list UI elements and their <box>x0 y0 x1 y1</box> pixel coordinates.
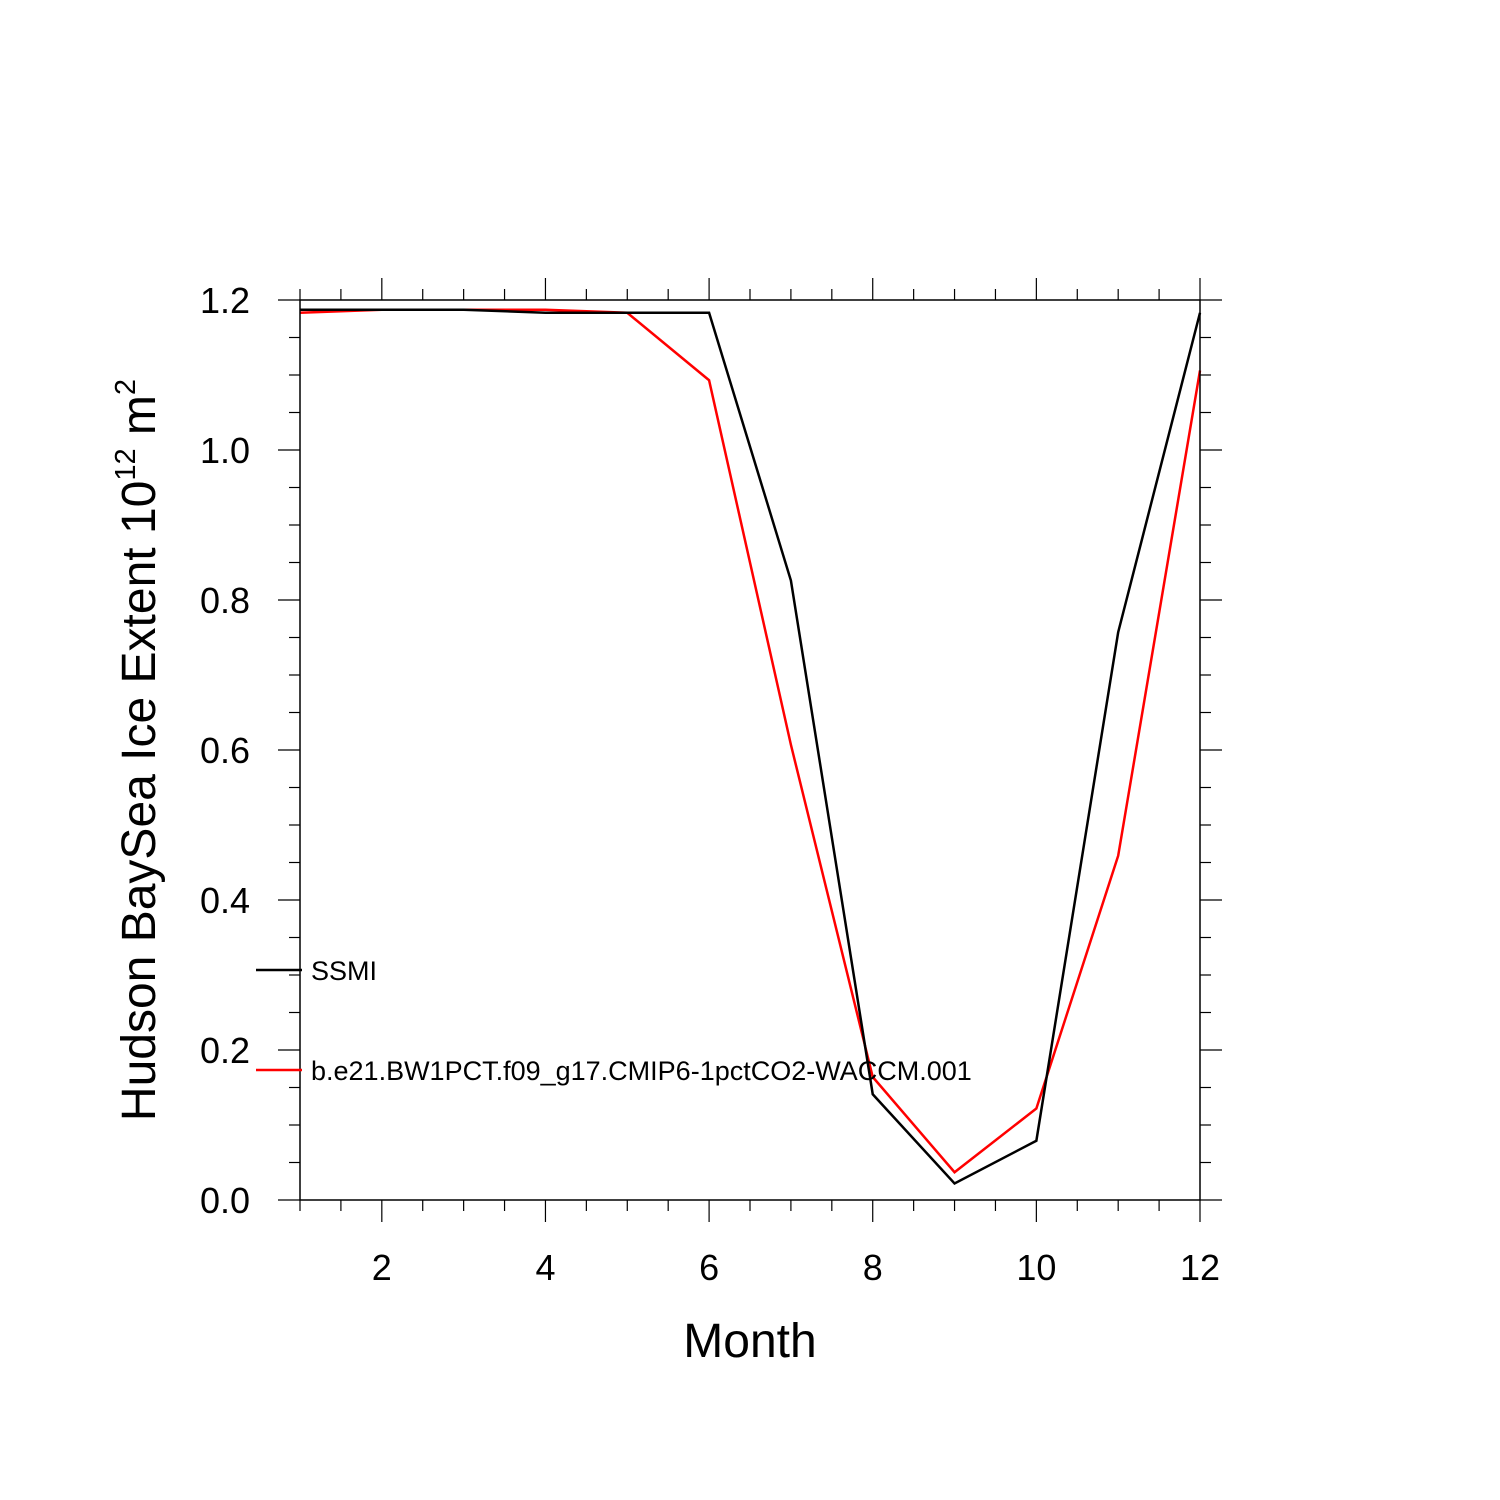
x-tick-label: 2 <box>372 1247 392 1288</box>
legend-label: b.e21.BW1PCT.f09_g17.CMIP6-1pctCO2-WACCM… <box>311 1056 972 1086</box>
y-tick-label: 1.2 <box>200 280 250 321</box>
series-lines <box>299 308 1202 1186</box>
legend-label: SSMI <box>311 956 377 986</box>
y-tick-label: 0.6 <box>200 730 250 771</box>
plot-frame <box>299 299 1201 1201</box>
y-axis-title: Hudson BaySea Ice Extent 1012 m2 <box>110 379 166 1121</box>
x-tick-label: 10 <box>1016 1247 1056 1288</box>
y-tick-label: 0.0 <box>200 1180 250 1221</box>
series-line <box>300 308 1202 1186</box>
y-axis-title-exponent: 12 <box>110 448 142 480</box>
x-tick-label: 4 <box>535 1247 555 1288</box>
y-tick-label: 0.8 <box>200 580 250 621</box>
y-axis-title-unit: m <box>113 395 166 448</box>
y-tick-label: 0.2 <box>200 1030 250 1071</box>
y-tick-label: 0.4 <box>200 880 250 921</box>
y-axis-title-unit-exponent: 2 <box>110 379 142 395</box>
x-axis-title: Month <box>683 1315 816 1368</box>
x-tick-label: 12 <box>1180 1247 1220 1288</box>
x-tick-label: 8 <box>863 1247 883 1288</box>
legend: SSMI b.e21.BW1PCT.f09_g17.CMIP6-1pctCO2-W… <box>256 956 972 1086</box>
x-tick-label: 6 <box>699 1247 719 1288</box>
series-line <box>299 308 1202 1174</box>
tick-labels: 2 4 6 8 10 12 0.0 0.2 0.4 0.6 0.8 1.0 1.2 <box>200 280 1220 1288</box>
axis-ticks <box>278 278 1222 1222</box>
y-axis-title-main: Hudson BaySea Ice Extent 10 <box>113 481 166 1121</box>
y-tick-label: 1.0 <box>200 430 250 471</box>
